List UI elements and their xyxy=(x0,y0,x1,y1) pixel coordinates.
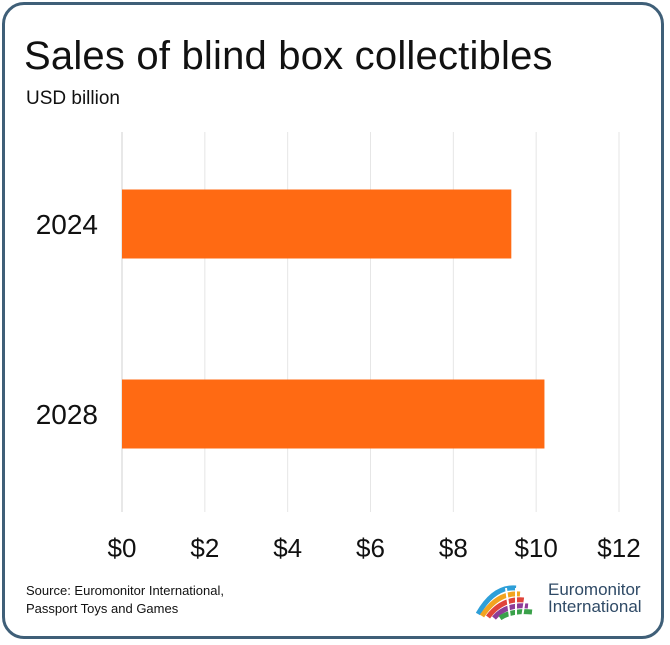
x-tick-label: $12 xyxy=(597,533,640,563)
x-tick-label: $8 xyxy=(439,533,468,563)
source-line-2: Passport Toys and Games xyxy=(26,601,179,616)
euromonitor-logo-icon xyxy=(476,585,533,620)
logo-line-2: International xyxy=(548,597,642,616)
logo-line-1: Euromonitor xyxy=(548,580,641,599)
x-tick-label: $4 xyxy=(273,533,302,563)
bar-2024 xyxy=(122,189,512,259)
category-labels: 2024 2028 xyxy=(36,209,98,430)
gridlines xyxy=(121,132,620,512)
category-label: 2028 xyxy=(36,399,98,430)
x-tick-label: $10 xyxy=(514,533,557,563)
chart-title: Sales of blind box collectibles xyxy=(24,34,553,78)
category-label: 2024 xyxy=(36,209,98,240)
x-tick-label: $0 xyxy=(108,533,137,563)
x-tick-label: $6 xyxy=(356,533,385,563)
x-tick-labels: $0 $2 $4 $6 $8 $10 $12 xyxy=(108,533,641,563)
chart-subtitle: USD billion xyxy=(26,88,120,109)
bar-2028 xyxy=(122,379,545,449)
logo-text: Euromonitor International xyxy=(548,581,642,615)
chart-card xyxy=(2,2,664,639)
bars xyxy=(122,189,545,449)
x-tick-label: $2 xyxy=(190,533,219,563)
source-line-1: Source: Euromonitor International, xyxy=(26,583,224,598)
source-note: Source: Euromonitor International, Passp… xyxy=(26,582,224,618)
